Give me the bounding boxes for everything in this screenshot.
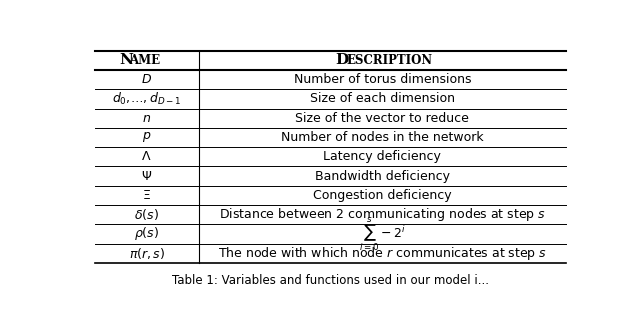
Text: $\rho(s)$: $\rho(s)$ bbox=[134, 225, 159, 242]
Text: AME: AME bbox=[129, 54, 161, 67]
Text: $n$: $n$ bbox=[142, 112, 151, 125]
Text: Size of each dimension: Size of each dimension bbox=[310, 92, 455, 106]
Text: Bandwidth deficiency: Bandwidth deficiency bbox=[315, 170, 450, 182]
Text: $\pi(r,s)$: $\pi(r,s)$ bbox=[129, 246, 165, 261]
Text: $D$: $D$ bbox=[141, 73, 152, 86]
Text: Table 1: Variables and functions used in our model i...: Table 1: Variables and functions used in… bbox=[172, 275, 489, 287]
Text: Congestion deficiency: Congestion deficiency bbox=[313, 189, 452, 202]
Text: $\Lambda$: $\Lambda$ bbox=[141, 150, 152, 163]
Text: Distance between 2 communicating nodes at step $s$: Distance between 2 communicating nodes a… bbox=[219, 206, 546, 223]
Text: Number of torus dimensions: Number of torus dimensions bbox=[294, 73, 471, 86]
Text: $\delta(s)$: $\delta(s)$ bbox=[134, 207, 159, 222]
Text: The node with which node $r$ communicates at step $s$: The node with which node $r$ communicate… bbox=[218, 245, 547, 262]
Text: $\sum_{i=0}^{s}-2^{i}$: $\sum_{i=0}^{s}-2^{i}$ bbox=[359, 215, 406, 253]
Text: $d_0,\!\ldots,d_{D-1}$: $d_0,\!\ldots,d_{D-1}$ bbox=[112, 91, 181, 107]
Text: Size of the vector to reduce: Size of the vector to reduce bbox=[296, 112, 469, 125]
Text: Latency deficiency: Latency deficiency bbox=[323, 150, 441, 163]
Text: $\Xi$: $\Xi$ bbox=[142, 189, 151, 202]
Text: N: N bbox=[120, 53, 133, 67]
Text: D: D bbox=[335, 53, 348, 67]
Text: $\Psi$: $\Psi$ bbox=[141, 170, 152, 182]
Text: ESCRIPTION: ESCRIPTION bbox=[347, 54, 433, 67]
Text: Number of nodes in the network: Number of nodes in the network bbox=[281, 131, 484, 144]
Text: $p$: $p$ bbox=[142, 130, 152, 144]
